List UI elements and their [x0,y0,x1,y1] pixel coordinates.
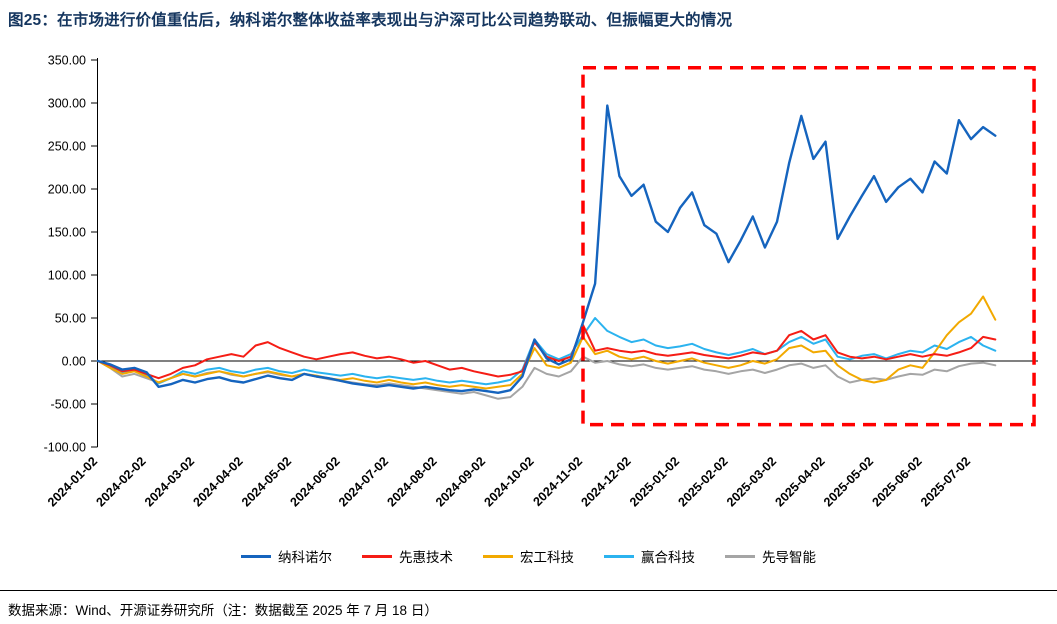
x-tick-label: 2024-10-02 [482,454,537,509]
y-tick-label: 50.00 [55,312,86,326]
y-tick-label: 0.00 [62,355,86,369]
legend-label: 纳科诺尔 [278,550,332,565]
y-tick-label: 100.00 [48,269,86,283]
x-tick-label: 2024-09-02 [433,454,488,509]
x-tick-label: 2025-07-02 [918,454,973,509]
y-tick-label: -50.00 [51,398,86,412]
x-tick-label: 2024-06-02 [288,454,343,509]
x-tick-label: 2024-01-02 [45,454,100,509]
legend-label: 宏工科技 [520,550,574,565]
y-tick-label: 250.00 [48,140,86,154]
legend-swatch [725,554,755,558]
series-line-赢合科技 [97,317,997,386]
x-tick-label: 2025-05-02 [821,454,876,509]
source-note: 数据来源：Wind、开源证券研究所（注：数据截至 2025 年 7 月 18 日… [0,590,1057,619]
y-tick-label: 150.00 [48,226,86,240]
x-tick-label: 2024-05-02 [239,454,294,509]
x-tick-label: 2025-06-02 [870,454,925,509]
legend-swatch [241,554,271,558]
highlight-box [581,65,1036,427]
legend-label: 赢合科技 [641,550,695,565]
x-tick-label: 2025-04-02 [773,454,828,509]
legend-label: 先惠技术 [399,550,453,565]
legend-item: 纳科诺尔 [241,546,332,566]
x-tick-label: 2024-02-02 [94,454,149,509]
y-tick-label: 350.00 [48,54,86,68]
legend-swatch [483,554,513,558]
series-line-先惠技术 [97,323,997,380]
chart-legend: 纳科诺尔 先惠技术 宏工科技 赢合科技 先导智能 [0,546,1057,566]
y-tick-label: -100.00 [44,441,86,455]
x-tick-label: 2024-04-02 [191,454,246,509]
x-tick-label: 2024-12-02 [579,454,634,509]
series-line-宏工科技 [97,295,997,390]
legend-item: 先导智能 [725,546,816,566]
x-tick-label: 2025-01-02 [627,454,682,509]
legend-item: 先惠技术 [362,546,453,566]
x-tick-label: 2024-03-02 [142,454,197,509]
legend-swatch [362,554,392,558]
x-tick-label: 2024-08-02 [385,454,440,509]
y-tick-label: 200.00 [48,183,86,197]
series-line-先导智能 [97,355,997,400]
legend-label: 先导智能 [762,550,816,565]
x-tick-label: 2024-11-02 [530,454,585,509]
x-tick-label: 2025-02-02 [676,454,731,509]
y-tick-label: 300.00 [48,97,86,111]
figure-title: 图25：在市场进行价值重估后，纳科诺尔整体收益率表现出与沪深可比公司趋势联动、但… [8,12,733,29]
x-tick-label: 2025-03-02 [724,454,779,509]
legend-item: 赢合科技 [604,546,695,566]
x-tick-label: 2024-07-02 [336,454,391,509]
source-text: 数据来源：Wind、开源证券研究所（注：数据截至 2025 年 7 月 18 日… [8,603,438,618]
legend-item: 宏工科技 [483,546,574,566]
series-line-纳科诺尔 [96,104,997,394]
legend-swatch [604,554,634,558]
